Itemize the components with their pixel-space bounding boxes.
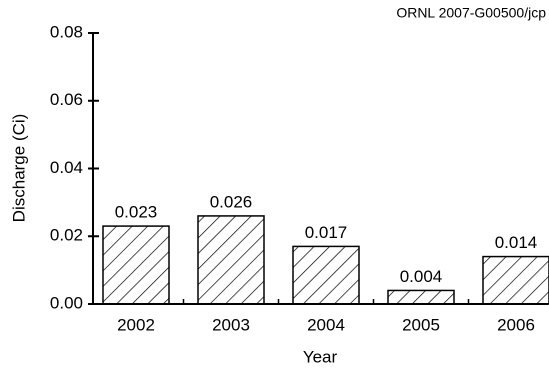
annotation: ORNL 2007-G00500/jcp	[396, 5, 546, 21]
y-axis-label: Discharge (Ci)	[9, 114, 28, 223]
y-tick-label: 0.06	[50, 90, 83, 109]
value-label: 0.014	[495, 233, 538, 252]
value-label: 0.004	[400, 267, 443, 286]
x-axis-label: Year	[303, 347, 338, 366]
x-tick-label: 2002	[117, 315, 155, 334]
value-label: 0.023	[115, 203, 158, 222]
bar	[292, 245, 360, 305]
y-tick-label: 0.04	[50, 158, 83, 177]
x-tick-label: 2003	[212, 315, 250, 334]
bar	[387, 289, 455, 305]
value-label: 0.026	[210, 192, 253, 211]
bar	[197, 215, 265, 305]
x-tick-label: 2006	[497, 315, 535, 334]
value-label: 0.017	[305, 223, 348, 242]
y-tick-label: 0.00	[50, 293, 83, 312]
x-tick-label: 2005	[402, 315, 440, 334]
bar	[482, 255, 549, 305]
bar	[102, 225, 170, 305]
y-tick-label: 0.08	[50, 22, 83, 41]
x-tick-label: 2004	[307, 315, 345, 334]
y-tick-label: 0.02	[50, 226, 83, 245]
